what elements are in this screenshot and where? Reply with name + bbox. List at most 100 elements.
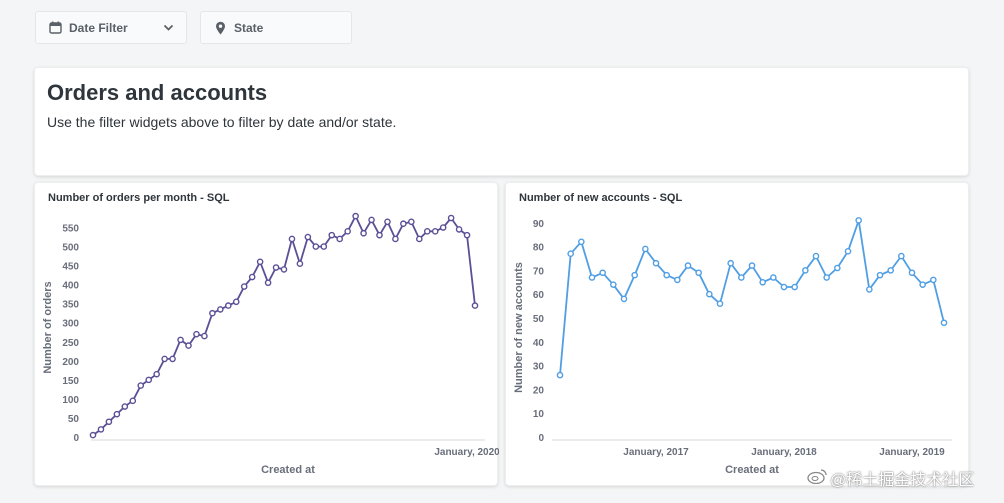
data-point <box>866 286 873 293</box>
y-tick-label: 100 <box>62 395 79 406</box>
y-tick-label: 250 <box>62 338 79 349</box>
y-tick-label: 350 <box>62 300 79 311</box>
x-tick-label: January, 2020 <box>434 447 499 458</box>
data-point <box>224 302 232 309</box>
orders-chart-card[interactable]: Number of orders per month - SQL 0 50 100 1… <box>34 182 499 486</box>
data-point <box>455 226 463 233</box>
accounts-chart-card[interactable]: Number of new accounts - SQL 0 10 20 30 40 50… <box>505 182 969 486</box>
y-tick-label: 10 <box>533 409 545 420</box>
state-filter-button[interactable]: State <box>200 11 352 44</box>
data-point <box>919 281 926 288</box>
data-point <box>908 269 916 277</box>
data-point <box>748 262 756 269</box>
data-point <box>121 403 129 410</box>
data-point <box>674 276 681 284</box>
data-point <box>738 274 745 281</box>
data-point <box>185 342 192 349</box>
data-point <box>447 214 455 222</box>
data-point <box>392 235 399 243</box>
y-tick-label: 400 <box>62 281 79 292</box>
data-point <box>105 418 113 426</box>
data-point <box>431 228 439 235</box>
data-point <box>400 220 407 228</box>
data-point <box>161 355 168 363</box>
data-point <box>217 306 224 313</box>
data-point <box>384 218 391 226</box>
data-point <box>940 319 948 327</box>
data-point <box>344 228 351 235</box>
data-point <box>360 229 367 237</box>
data-point <box>415 235 423 243</box>
chevron-down-icon <box>163 22 174 36</box>
data-point <box>567 250 574 258</box>
y-tick-label: 150 <box>62 376 79 387</box>
weibo-logo-icon <box>807 469 827 484</box>
y-tick-label: 50 <box>533 314 545 325</box>
data-point <box>855 217 862 224</box>
y-tick-label: 450 <box>62 262 79 273</box>
data-point <box>834 264 841 272</box>
data-point <box>823 274 830 281</box>
series-line <box>559 219 945 376</box>
data-point <box>272 264 280 271</box>
data-point <box>791 283 798 291</box>
y-tick-label: 0 <box>538 433 544 444</box>
series-line <box>92 215 476 436</box>
x-tick-label: January, 2017 <box>623 447 689 458</box>
accounts-chart-title[interactable]: Number of new accounts - SQL <box>519 192 683 204</box>
date-filter-button[interactable]: Date Filter <box>35 11 187 44</box>
data-point <box>280 266 288 273</box>
data-point <box>320 243 328 250</box>
data-point <box>663 271 670 279</box>
y-tick-label: 50 <box>68 414 80 425</box>
data-point <box>264 279 272 287</box>
y-tick-label: 20 <box>533 385 545 396</box>
calendar-icon <box>48 21 62 35</box>
data-point <box>336 235 344 243</box>
state-filter-label: State <box>234 20 264 35</box>
data-point <box>876 271 884 279</box>
data-point <box>642 245 649 253</box>
data-point <box>706 290 713 298</box>
data-point <box>652 259 660 267</box>
y-tick-label: 500 <box>62 243 79 254</box>
data-point <box>780 283 788 291</box>
data-point <box>153 370 160 378</box>
y-tick-label: 550 <box>62 224 79 235</box>
data-point <box>240 283 248 290</box>
data-point <box>304 233 312 241</box>
text-card: Orders and accounts Use the filter widge… <box>34 67 969 176</box>
data-point <box>232 298 240 306</box>
data-point <box>201 332 208 340</box>
data-point <box>408 218 415 226</box>
location-pin-icon <box>213 21 227 35</box>
watermark: @稀土掘金技术社区 <box>830 472 975 489</box>
dashboard-heading: Orders and accounts <box>47 80 268 105</box>
data-point <box>770 274 777 281</box>
data-point <box>695 269 702 277</box>
data-point <box>368 216 375 224</box>
y-tick-label: 60 <box>533 290 545 301</box>
accounts-line-chart: 0 10 20 30 40 50 60 70 80 90 January, 2017 January,… <box>513 217 952 476</box>
data-point <box>812 252 820 260</box>
data-point <box>113 410 121 418</box>
data-point <box>599 269 606 277</box>
data-point <box>887 267 894 274</box>
data-point <box>898 252 905 260</box>
data-point <box>439 224 447 231</box>
data-point <box>97 426 105 433</box>
data-point <box>631 271 638 279</box>
data-point <box>463 231 471 239</box>
data-point <box>578 238 585 246</box>
data-point <box>129 397 137 405</box>
dashboard-description: Use the filter widgets above to filter b… <box>47 114 397 130</box>
data-point <box>556 371 564 379</box>
y-tick-label: 300 <box>62 319 79 330</box>
data-point <box>352 212 359 220</box>
date-filter-label: Date Filter <box>69 20 128 35</box>
orders-chart-title[interactable]: Number of orders per month - SQL <box>48 192 230 204</box>
data-point <box>844 248 852 255</box>
data-point <box>89 431 97 439</box>
y-axis-title: Number of new accounts <box>513 262 525 393</box>
data-point <box>137 382 145 389</box>
